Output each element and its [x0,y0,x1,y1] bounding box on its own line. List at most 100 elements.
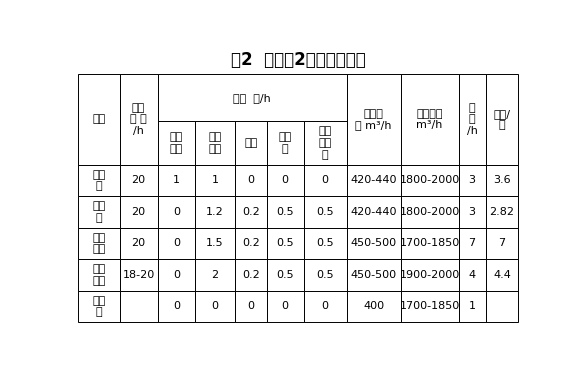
Text: 3.6: 3.6 [493,175,511,185]
Bar [158,196,196,228]
Text: 0: 0 [322,301,329,311]
Text: 0: 0 [247,175,254,185]
Bar [120,74,158,165]
Bar [267,121,304,165]
Text: 渣量/
吨: 渣量/ 吨 [494,108,510,130]
Bar [304,259,346,291]
Text: 1900-2000: 1900-2000 [400,270,460,280]
Bar [459,259,485,291]
Bar [304,196,346,228]
Bar [304,291,346,322]
Bar [120,165,158,196]
Text: 2: 2 [212,270,219,280]
Bar [400,74,459,165]
Text: 1.2: 1.2 [206,207,224,217]
Text: 造渣
期: 造渣 期 [93,201,105,223]
Bar [346,259,400,291]
Text: 0: 0 [282,175,289,185]
Bar [485,291,519,322]
Text: 3: 3 [469,175,475,185]
Text: 420-440: 420-440 [350,175,397,185]
Bar [78,291,120,322]
Bar [346,291,400,322]
Bar [267,196,304,228]
Bar [196,228,235,259]
Text: 0: 0 [173,238,180,248]
Text: 0: 0 [173,270,180,280]
Text: 0.5: 0.5 [276,270,294,280]
Text: 420-440: 420-440 [350,207,397,217]
Text: 0.5: 0.5 [316,207,334,217]
Bar [235,165,267,196]
Text: 4.4: 4.4 [493,270,511,280]
Bar [158,259,196,291]
Text: 2.82: 2.82 [489,207,514,217]
Text: 1: 1 [212,175,219,185]
Bar [158,228,196,259]
Text: 主物
料 吨
/h: 主物 料 吨 /h [130,103,147,136]
Text: 0.2: 0.2 [242,207,260,217]
Text: 450-500: 450-500 [350,270,397,280]
Text: 时
间
/h: 时 间 /h [467,103,478,136]
Bar [400,259,459,291]
Text: 含铅
物料: 含铅 物料 [170,132,183,154]
Bar [459,74,485,165]
Bar [78,196,120,228]
Bar [267,165,304,196]
Text: 辅料  吨/h: 辅料 吨/h [233,93,271,103]
Bar [304,228,346,259]
Text: 1700-1850: 1700-1850 [400,238,460,248]
Text: 0: 0 [212,301,219,311]
Text: 20: 20 [132,207,146,217]
Bar [267,228,304,259]
Text: 4: 4 [469,270,475,280]
Bar [304,165,346,196]
Text: 1.5: 1.5 [207,238,224,248]
Text: 0: 0 [173,207,180,217]
Text: 1700-1850: 1700-1850 [400,301,460,311]
Bar [485,196,519,228]
Text: 7: 7 [469,238,475,248]
Text: 0: 0 [173,301,180,311]
Bar [485,74,519,165]
Text: 18-20: 18-20 [122,270,155,280]
Bar [78,74,120,165]
Text: 氧化
期: 氧化 期 [93,170,105,191]
Text: 粒煤: 粒煤 [244,138,257,148]
Text: 0.2: 0.2 [242,270,260,280]
Bar [158,74,346,121]
Bar [120,291,158,322]
Text: 富氧总量
m³/h: 富氧总量 m³/h [417,108,443,130]
Text: 7: 7 [498,238,506,248]
Bar [120,228,158,259]
Text: 20: 20 [132,238,146,248]
Bar [485,228,519,259]
Bar [158,291,196,322]
Text: 0.5: 0.5 [316,238,334,248]
Bar [196,291,235,322]
Text: 400: 400 [363,301,384,311]
Bar [459,291,485,322]
Text: 0: 0 [247,301,254,311]
Bar [78,228,120,259]
Bar [196,259,235,291]
Bar [158,165,196,196]
Text: 表2  实施例2炼渣控制参数: 表2 实施例2炼渣控制参数 [231,51,365,69]
Bar [158,121,196,165]
Bar [400,196,459,228]
Bar [400,228,459,259]
Bar [267,291,304,322]
Text: 周期: 周期 [93,114,105,124]
Text: 0: 0 [322,175,329,185]
Bar [400,291,459,322]
Text: 强还
原期: 强还 原期 [93,264,105,286]
Bar [120,196,158,228]
Text: 1: 1 [469,301,475,311]
Bar [196,196,235,228]
Bar [485,165,519,196]
Text: 天然气
量 m³/h: 天然气 量 m³/h [356,108,392,130]
Bar [459,165,485,196]
Text: 20: 20 [132,175,146,185]
Bar [235,196,267,228]
Text: 弱还
原期: 弱还 原期 [93,232,105,254]
